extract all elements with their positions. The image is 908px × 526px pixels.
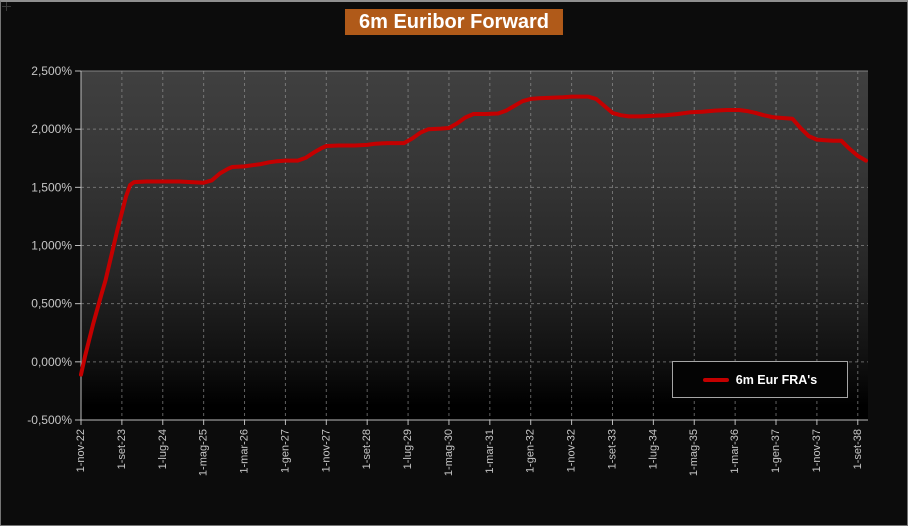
- x-axis-label: 1-nov-27: [320, 429, 332, 472]
- chart-title: 6m Euribor Forward: [344, 9, 564, 35]
- x-axis-label: 1-set-28: [361, 429, 373, 469]
- series-line-6m-eur-fras: [79, 94, 868, 377]
- x-axis-label: 1-nov-37: [811, 429, 823, 472]
- y-axis-label: 0,000%: [31, 355, 72, 369]
- legend-line-swatch: [702, 377, 729, 382]
- x-axis-label: 1-mag-25: [198, 429, 210, 476]
- y-axis-label: 1,000%: [31, 239, 72, 253]
- y-axis-label: 1,500%: [31, 180, 72, 194]
- x-axis-label: 1-gen-27: [279, 429, 291, 473]
- x-axis-label: 1-lug-34: [647, 429, 659, 469]
- x-axis-label: 1-gen-37: [770, 429, 782, 473]
- x-axis-label: 1-mar-36: [729, 429, 741, 474]
- x-axis-label: 1-mag-30: [443, 429, 455, 476]
- crosshair-artifact-icon: [2, 2, 11, 11]
- y-axis-label: 2,500%: [31, 64, 72, 78]
- y-axis-label: 2,000%: [31, 122, 72, 136]
- legend[interactable]: 6m Eur FRA's: [672, 361, 848, 398]
- x-axis-label: 1-lug-24: [157, 429, 169, 469]
- x-axis-label: 1-set-23: [116, 429, 128, 469]
- x-axis-label: 1-mar-31: [484, 429, 496, 474]
- x-axis-label: 1-gen-32: [525, 429, 537, 473]
- x-axis-label: 1-nov-22: [75, 429, 87, 472]
- y-axis-label: 0,500%: [31, 297, 72, 311]
- x-axis-label: 1-set-38: [852, 429, 864, 469]
- y-axis-label: -0,500%: [27, 413, 72, 427]
- x-axis-label: 1-set-33: [606, 429, 618, 469]
- x-axis-label: 1-mag-35: [688, 429, 700, 476]
- x-axis-label: 1-nov-32: [566, 429, 578, 472]
- legend-series-label: 6m Eur FRA's: [735, 372, 818, 387]
- x-axis-label: 1-mar-26: [239, 429, 251, 474]
- x-axis-label: 1-lug-29: [402, 429, 414, 469]
